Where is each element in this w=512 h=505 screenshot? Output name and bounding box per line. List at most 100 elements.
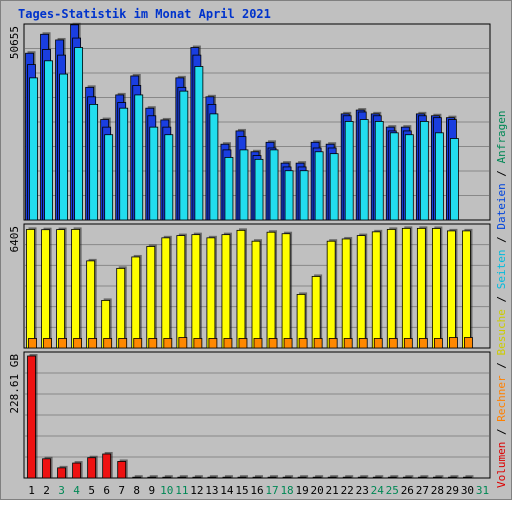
- bar-volumen-19: [297, 476, 307, 479]
- bar-volumen-12: [192, 476, 202, 479]
- bar-seiten-2: [44, 60, 53, 221]
- bar-besuche-30: [462, 230, 471, 349]
- x-tick-label-30: 30: [461, 484, 474, 497]
- bar-rechner-19: [298, 338, 308, 349]
- bar-besuche-17: [266, 231, 276, 349]
- bar-besuche-29: [447, 230, 456, 349]
- bar-seiten-5: [89, 103, 99, 221]
- bar-rechner-17: [268, 338, 278, 349]
- bar-rechner-5: [88, 338, 98, 349]
- bar-seiten-29: [450, 138, 459, 221]
- y-max-label: 228.61 GB: [8, 354, 21, 414]
- side-legend-part-9: /: [495, 163, 508, 183]
- side-legend-part-8: Dateien: [495, 183, 508, 229]
- bar-volumen-8-shadow: [134, 475, 143, 478]
- bar-volumen-23: [357, 476, 367, 479]
- bar-rechner-10: [163, 338, 173, 349]
- bar-rechner-18: [283, 338, 293, 349]
- bar-volumen-10: [162, 476, 172, 479]
- bar-seiten-15: [239, 149, 249, 221]
- side-legend-part-6: Seiten: [495, 250, 508, 290]
- bar-volumen-11: [177, 476, 187, 479]
- bar-rechner-28: [433, 338, 443, 349]
- bar-seiten-6: [104, 134, 114, 221]
- bar-seiten-8: [134, 94, 144, 221]
- x-tick-label-8: 8: [133, 484, 140, 497]
- side-legend-part-1: /: [495, 422, 508, 442]
- bar-volumen-19-shadow: [300, 475, 309, 478]
- bar-rechner-12: [193, 338, 203, 349]
- bar-seiten-14: [224, 157, 234, 221]
- x-tick-label-4: 4: [73, 484, 80, 497]
- bar-volumen-10-shadow: [164, 475, 173, 478]
- bar-seiten-12: [194, 66, 204, 221]
- bar-volumen-21-shadow: [330, 475, 339, 478]
- bar-volumen-25-shadow: [390, 475, 399, 478]
- bar-volumen-22: [342, 476, 352, 479]
- bar-seiten-1: [29, 77, 38, 221]
- x-tick-label-12: 12: [190, 484, 203, 497]
- bar-rechner-6: [103, 338, 113, 349]
- bar-besuche-1: [26, 229, 35, 349]
- bar-besuche-21: [326, 240, 336, 349]
- bar-volumen-11-shadow: [179, 475, 188, 478]
- bar-rechner-27: [418, 338, 428, 349]
- bar-rechner-9: [148, 338, 158, 349]
- bar-volumen-28-shadow: [435, 475, 444, 478]
- side-legend: Volumen / Rechner / Besuche / Seiten / D…: [495, 110, 508, 488]
- x-tick-label-7: 7: [118, 484, 125, 497]
- chart-panel-2: 6405: [8, 223, 491, 349]
- x-tick-label-29: 29: [446, 484, 459, 497]
- bar-seiten-9: [149, 126, 159, 221]
- bar-rechner-25: [388, 338, 398, 349]
- bar-seiten-4: [74, 47, 84, 221]
- bar-volumen-18: [282, 476, 292, 479]
- x-tick-label-22: 22: [341, 484, 354, 497]
- bar-volumen-7: [117, 461, 127, 479]
- bar-volumen-29: [448, 476, 457, 479]
- bar-besuche-9: [146, 246, 156, 349]
- bar-volumen-17: [267, 476, 277, 479]
- x-tick-label-14: 14: [220, 484, 234, 497]
- bar-seiten-17: [269, 149, 279, 221]
- x-tick-label-20: 20: [311, 484, 324, 497]
- bar-volumen-6: [102, 453, 112, 479]
- side-legend-part-2: Rechner: [495, 375, 508, 422]
- bar-rechner-24: [373, 338, 383, 349]
- bar-rechner-7: [118, 338, 128, 349]
- side-legend-part-10: Anfragen: [495, 110, 508, 163]
- bar-volumen-20: [312, 476, 322, 479]
- bar-rechner-2: [43, 338, 52, 349]
- bar-volumen-21: [327, 476, 337, 479]
- bar-besuche-27: [416, 227, 426, 349]
- bar-besuche-15: [236, 229, 246, 349]
- side-legend-part-7: /: [495, 230, 508, 250]
- x-tick-label-15: 15: [235, 484, 248, 497]
- bar-volumen-30: [463, 476, 472, 479]
- x-tick-label-13: 13: [205, 484, 218, 497]
- bar-volumen-2: [42, 458, 51, 479]
- bar-besuche-2: [41, 229, 50, 349]
- x-tick-label-28: 28: [431, 484, 444, 497]
- bar-besuche-23: [356, 235, 366, 349]
- bar-rechner-16: [253, 338, 263, 349]
- bar-volumen-22-shadow: [345, 475, 354, 478]
- bar-rechner-13: [208, 338, 218, 349]
- bar-rechner-26: [403, 338, 413, 349]
- bar-besuche-28: [431, 228, 441, 349]
- bar-rechner-4: [73, 338, 83, 349]
- x-axis-day-labels: 1 2 3 4 5 6 7 8 9 10 11 12 13 14 15 16 17 18 19 20 21 22 23 24 2…: [28, 484, 489, 497]
- bar-seiten-13: [209, 113, 219, 221]
- bar-besuche-10: [161, 237, 171, 349]
- bar-seiten-28: [434, 132, 444, 221]
- side-legend-part-4: Besuche: [495, 309, 508, 355]
- bar-volumen-1: [27, 355, 36, 479]
- bar-rechner-22: [343, 338, 353, 349]
- x-tick-label-10: 10: [160, 484, 173, 497]
- bar-volumen-15-shadow: [239, 475, 248, 478]
- x-tick-label-11: 11: [175, 484, 188, 497]
- y-max-label: 6405: [8, 226, 21, 253]
- x-tick-label-9: 9: [148, 484, 155, 497]
- bar-besuche-11: [176, 235, 186, 349]
- x-tick-label-19: 19: [295, 484, 308, 497]
